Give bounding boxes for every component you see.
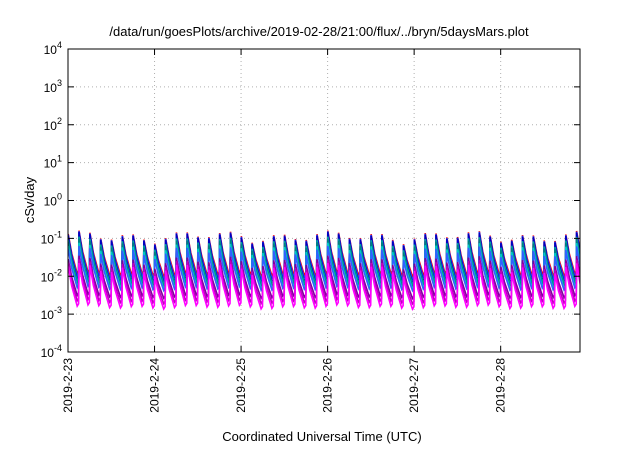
y-tick-label: 10-2 [41,267,62,284]
x-tick-label: 2019-2-26 [321,358,335,413]
y-tick-label: 102 [44,116,62,133]
y-tick-label: 10-4 [41,343,62,360]
y-axis-label: cSv/day [22,176,37,223]
y-tick-label: 10-3 [41,305,62,322]
x-tick-label: 2019-2-28 [494,358,508,413]
y-tick-label: 10-1 [41,229,62,246]
series-line [68,262,580,311]
y-tick-label: 100 [44,192,62,209]
chart-title: /data/run/goesPlots/archive/2019-02-28/2… [109,24,529,39]
x-axis-label: Coordinated Universal Time (UTC) [222,429,421,444]
x-tick-label: 2019-2-24 [148,358,162,413]
x-tick-label: 2019-2-23 [61,358,75,413]
series-group [68,230,580,311]
y-tick-label: 101 [44,154,62,171]
x-tick-label: 2019-2-27 [407,358,421,413]
y-tick-label: 103 [44,78,62,95]
y-tick-label: 104 [44,40,62,57]
x-tick-label: 2019-2-25 [234,358,248,413]
grid [68,49,580,352]
